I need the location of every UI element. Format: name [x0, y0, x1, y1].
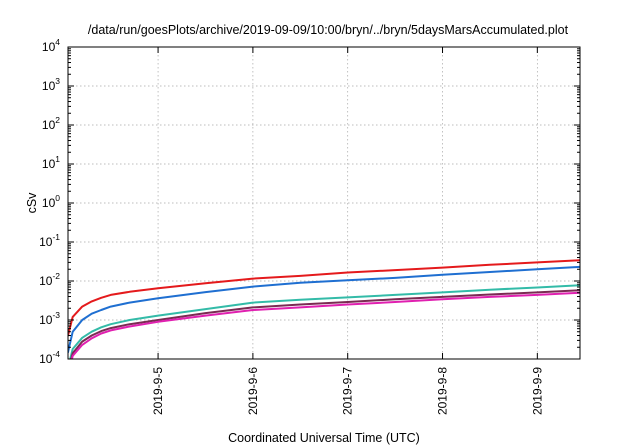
- grid-lines: [68, 47, 580, 359]
- x-tick-label: 2019-9-5: [151, 367, 165, 415]
- y-tick-label: 101: [42, 154, 60, 171]
- y-tick-label: 10-4: [39, 349, 60, 366]
- x-tick-label: 2019-9-7: [341, 367, 355, 415]
- y-tick-label: 102: [42, 115, 60, 132]
- series-line-2: [68, 265, 580, 354]
- series-line-4: [70, 289, 580, 359]
- y-tick-label: 10-1: [39, 232, 60, 249]
- y-tick-label: 100: [42, 193, 60, 210]
- x-tick-label: 2019-9-9: [530, 367, 544, 415]
- y-axis-label: cSv: [25, 192, 39, 214]
- x-tick-label: 2019-9-8: [436, 367, 450, 415]
- series-line-5: [70, 291, 580, 359]
- x-tick-label: 2019-9-6: [246, 367, 260, 415]
- axis-ticks: [68, 46, 580, 360]
- x-axis-tick-labels: 2019-9-5 2019-9-6 2019-9-7 2019-9-8 2019-9-9: [151, 367, 544, 415]
- y-axis-tick-labels: 10-4 10-3 10-2 10-1 100 101 102 103 104: [39, 37, 60, 366]
- chart-title: /data/run/goesPlots/archive/2019-09-09/1…: [88, 23, 569, 37]
- y-tick-label: 104: [42, 37, 60, 54]
- data-series: [68, 259, 580, 359]
- y-tick-label: 103: [42, 76, 60, 93]
- x-axis-label: Coordinated Universal Time (UTC): [228, 431, 420, 445]
- y-tick-label: 10-3: [39, 310, 60, 327]
- y-tick-label: 10-2: [39, 271, 60, 288]
- series-line-1: [68, 259, 580, 337]
- series-line-3: [69, 284, 580, 359]
